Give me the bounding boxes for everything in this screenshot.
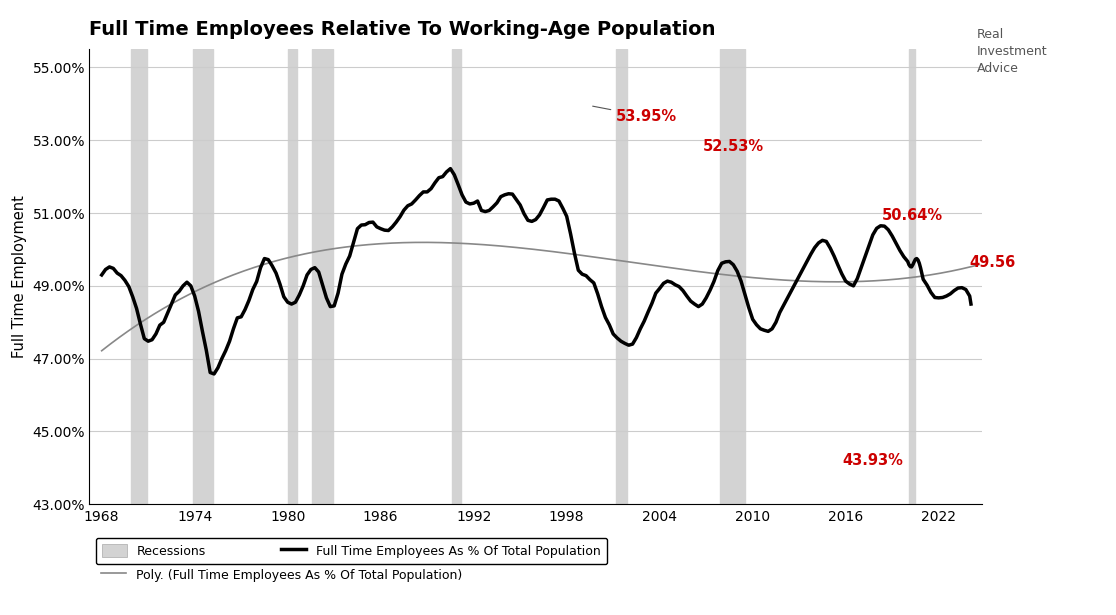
Text: 53.95%: 53.95% [593,106,677,124]
Text: 50.64%: 50.64% [882,207,942,223]
Text: Real
Investment
Advice: Real Investment Advice [976,28,1047,74]
Bar [193,49,213,504]
Text: 52.53%: 52.53% [703,139,764,154]
Bar [132,49,146,504]
Bar [910,49,915,504]
Bar [312,49,333,504]
Legend: Poly. (Full Time Employees As % Of Total Population): Poly. (Full Time Employees As % Of Total… [96,563,466,587]
Text: 49.56: 49.56 [970,255,1016,270]
Bar [616,49,627,504]
Text: Full Time Employees Relative To Working-Age Population: Full Time Employees Relative To Working-… [89,20,715,39]
Bar [720,49,744,504]
Bar [288,49,297,504]
Y-axis label: Full Time Employment: Full Time Employment [12,196,27,358]
Text: 43.93%: 43.93% [843,453,904,468]
Bar [452,49,461,504]
